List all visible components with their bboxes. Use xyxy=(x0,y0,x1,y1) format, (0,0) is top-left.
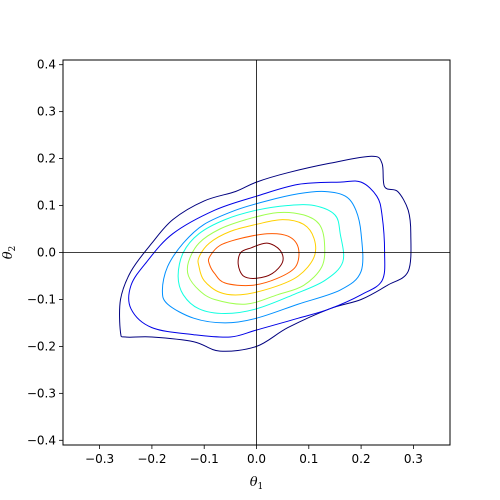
x-tick-label: −0.1 xyxy=(190,452,219,466)
reference-lines xyxy=(63,60,450,445)
x-axis-label: θ1 xyxy=(250,475,264,492)
y-axis-label: θ2 xyxy=(1,246,18,260)
contour-level-4 xyxy=(177,204,345,315)
y-tick-label: −0.3 xyxy=(27,386,56,400)
contour-level-6 xyxy=(197,219,317,296)
y-tick-label: 0.0 xyxy=(37,246,56,260)
y-tick-label: 0.1 xyxy=(37,199,56,213)
x-axis-ticks: −0.3 −0.2 −0.1 0.0 0.1 0.2 0.3 xyxy=(85,445,423,466)
y-tick-label: 0.2 xyxy=(37,152,56,166)
contour-level-5 xyxy=(186,211,326,305)
y-axis-ticks: −0.4 −0.3 −0.2 −0.1 0.0 0.1 0.2 0.3 0.4 xyxy=(27,58,63,447)
x-tick-label: 0.0 xyxy=(247,452,266,466)
y-tick-label: −0.1 xyxy=(27,292,56,306)
y-tick-label: −0.2 xyxy=(27,339,56,353)
contour-level-1 xyxy=(119,155,412,352)
contour-level-7 xyxy=(207,233,300,287)
contour-lines xyxy=(119,155,412,352)
x-tick-label: −0.2 xyxy=(137,452,166,466)
y-tick-label: 0.4 xyxy=(37,58,56,72)
y-tick-label: −0.4 xyxy=(27,433,56,447)
x-tick-label: 0.1 xyxy=(299,452,318,466)
y-tick-label: 0.3 xyxy=(37,105,56,119)
contour-level-2 xyxy=(128,180,386,338)
contour-level-3 xyxy=(161,190,364,324)
x-tick-label: −0.3 xyxy=(85,452,114,466)
x-tick-label: 0.3 xyxy=(404,452,423,466)
x-tick-label: 0.2 xyxy=(352,452,371,466)
contour-level-8 xyxy=(237,242,284,279)
